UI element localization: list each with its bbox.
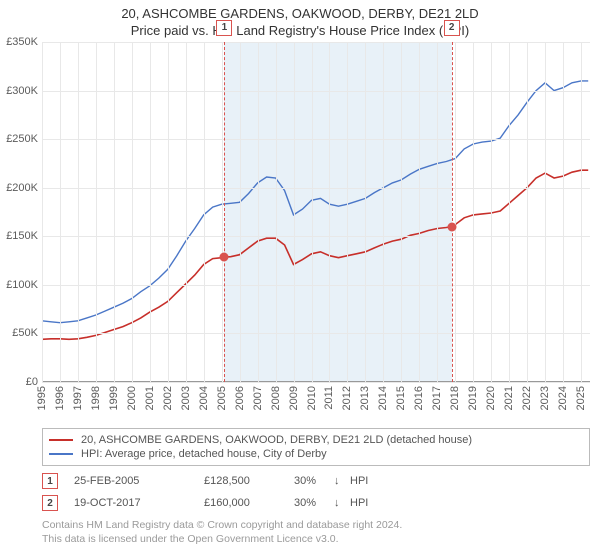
x-axis-tick-label: 2022 xyxy=(521,386,533,410)
marker-label-box: 1 xyxy=(216,20,232,36)
legend-label: 20, ASHCOMBE GARDENS, OAKWOOD, DERBY, DE… xyxy=(81,434,472,446)
y-axis-tick-label: £300K xyxy=(6,85,42,97)
x-axis-tick-label: 2014 xyxy=(377,386,389,410)
x-axis-tick-label: 2005 xyxy=(216,386,228,410)
footnote-line: This data is licensed under the Open Gov… xyxy=(42,532,590,546)
legend-swatch xyxy=(49,439,73,441)
marker-line xyxy=(224,42,225,382)
y-axis-tick-label: £100K xyxy=(6,279,42,291)
x-axis-tick-label: 2007 xyxy=(252,386,264,410)
transaction-date: 25-FEB-2005 xyxy=(74,475,204,487)
marker-line xyxy=(452,42,453,382)
x-axis-tick-label: 2010 xyxy=(306,386,318,410)
x-axis-tick-label: 2024 xyxy=(557,386,569,410)
table-row: 1 25-FEB-2005 £128,500 30% ↓ HPI xyxy=(42,470,590,492)
y-axis-tick-label: £250K xyxy=(6,133,42,145)
series-hpi xyxy=(42,81,588,323)
marker-dot xyxy=(447,222,456,231)
x-axis-tick-label: 2001 xyxy=(144,386,156,410)
legend-label: HPI: Average price, detached house, City… xyxy=(81,448,327,460)
x-axis-tick-label: 2008 xyxy=(270,386,282,410)
x-axis-tick-label: 1996 xyxy=(54,386,66,410)
y-axis-tick-label: £50K xyxy=(12,327,42,339)
x-axis-labels: 1995199619971998199920002001200220032004… xyxy=(42,382,590,420)
x-axis-tick-label: 2009 xyxy=(288,386,300,410)
transaction-pct: 30% xyxy=(294,497,334,509)
x-axis-tick-label: 2023 xyxy=(539,386,551,410)
down-arrow-icon: ↓ xyxy=(334,475,350,487)
x-axis-tick-label: 2004 xyxy=(198,386,210,410)
chart-plot-area: £0£50K£100K£150K£200K£250K£300K£350K12 xyxy=(42,42,590,382)
x-axis-tick-label: 2011 xyxy=(323,386,335,410)
y-axis-tick-label: £200K xyxy=(6,182,42,194)
x-axis-tick-label: 2002 xyxy=(162,386,174,410)
down-arrow-icon: ↓ xyxy=(334,497,350,509)
x-axis-tick-label: 2003 xyxy=(180,386,192,410)
y-axis-tick-label: £350K xyxy=(6,36,42,48)
footnote: Contains HM Land Registry data © Crown c… xyxy=(42,518,590,546)
x-axis-tick-label: 1995 xyxy=(36,386,48,410)
chart-title-address: 20, ASHCOMBE GARDENS, OAKWOOD, DERBY, DE… xyxy=(0,0,600,21)
x-axis-tick-label: 1997 xyxy=(72,386,84,410)
transaction-pct: 30% xyxy=(294,475,334,487)
legend-box: 20, ASHCOMBE GARDENS, OAKWOOD, DERBY, DE… xyxy=(42,428,590,466)
x-axis-tick-label: 2018 xyxy=(449,386,461,410)
transactions-table: 1 25-FEB-2005 £128,500 30% ↓ HPI 2 19-OC… xyxy=(42,470,590,514)
transaction-price: £128,500 xyxy=(204,475,294,487)
x-axis-tick-label: 2016 xyxy=(413,386,425,410)
marker-label-box: 2 xyxy=(444,20,460,36)
x-axis-tick-label: 2025 xyxy=(575,386,587,410)
x-axis-tick-label: 2020 xyxy=(485,386,497,410)
x-axis-tick-label: 2015 xyxy=(395,386,407,410)
x-axis-tick-label: 2019 xyxy=(467,386,479,410)
chart-series-svg xyxy=(42,42,590,382)
x-axis-tick-label: 2000 xyxy=(126,386,138,410)
x-axis-tick-label: 1999 xyxy=(108,386,120,410)
chart-title-sub: Price paid vs. HM Land Registry's House … xyxy=(0,21,600,42)
transaction-date: 19-OCT-2017 xyxy=(74,497,204,509)
footnote-line: Contains HM Land Registry data © Crown c… xyxy=(42,518,590,532)
x-axis-tick-label: 2012 xyxy=(341,386,353,410)
x-axis-tick-label: 2006 xyxy=(234,386,246,410)
x-axis-tick-label: 1998 xyxy=(90,386,102,410)
legend-swatch xyxy=(49,453,73,455)
x-axis-tick-label: 2021 xyxy=(503,386,515,410)
x-axis-tick-label: 2017 xyxy=(431,386,443,410)
legend-row: 20, ASHCOMBE GARDENS, OAKWOOD, DERBY, DE… xyxy=(49,433,583,447)
x-axis-tick-label: 2013 xyxy=(359,386,371,410)
table-row: 2 19-OCT-2017 £160,000 30% ↓ HPI xyxy=(42,492,590,514)
series-property xyxy=(42,170,588,339)
transaction-price: £160,000 xyxy=(204,497,294,509)
legend-row: HPI: Average price, detached house, City… xyxy=(49,447,583,461)
marker-dot xyxy=(220,253,229,262)
transaction-hpi-label: HPI xyxy=(350,475,368,487)
marker-index-box: 1 xyxy=(42,473,58,489)
transaction-hpi-label: HPI xyxy=(350,497,368,509)
container: 20, ASHCOMBE GARDENS, OAKWOOD, DERBY, DE… xyxy=(0,0,600,560)
marker-index-box: 2 xyxy=(42,495,58,511)
y-axis-tick-label: £150K xyxy=(6,230,42,242)
